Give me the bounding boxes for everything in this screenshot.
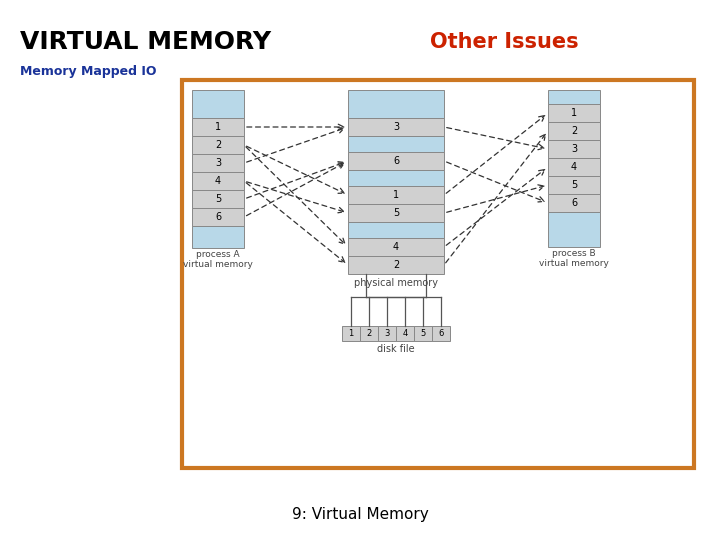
Text: 1: 1: [348, 329, 354, 338]
Text: 5: 5: [215, 194, 221, 204]
Text: 2: 2: [215, 140, 221, 150]
Text: VIRTUAL MEMORY: VIRTUAL MEMORY: [20, 30, 271, 54]
Text: Memory Mapped IO: Memory Mapped IO: [20, 65, 156, 78]
Text: virtual memory: virtual memory: [183, 260, 253, 269]
Text: 4: 4: [215, 176, 221, 186]
Bar: [548, 90, 600, 104]
Bar: [378, 326, 396, 341]
Bar: [432, 326, 450, 341]
Text: 3: 3: [384, 329, 390, 338]
Text: 6: 6: [571, 198, 577, 208]
Text: 4: 4: [402, 329, 408, 338]
Bar: [548, 104, 600, 122]
Bar: [548, 140, 600, 158]
Text: virtual memory: virtual memory: [539, 259, 609, 268]
Bar: [348, 256, 444, 274]
Bar: [348, 222, 444, 238]
Bar: [548, 158, 600, 176]
Bar: [548, 176, 600, 194]
Text: 3: 3: [215, 158, 221, 168]
Bar: [548, 194, 600, 212]
Bar: [192, 172, 244, 190]
Text: 3: 3: [393, 122, 399, 132]
Bar: [414, 326, 432, 341]
Text: 6: 6: [438, 329, 444, 338]
Bar: [360, 326, 378, 341]
Bar: [182, 80, 694, 468]
Text: process A: process A: [196, 250, 240, 259]
Bar: [348, 90, 444, 118]
Text: 4: 4: [393, 242, 399, 252]
Text: 1: 1: [571, 108, 577, 118]
Text: Other Issues: Other Issues: [430, 32, 579, 52]
Text: 2: 2: [571, 126, 577, 136]
Bar: [192, 226, 244, 248]
Text: 9: Virtual Memory: 9: Virtual Memory: [292, 508, 428, 523]
Bar: [192, 136, 244, 154]
Text: 6: 6: [215, 212, 221, 222]
Bar: [192, 154, 244, 172]
Text: 1: 1: [393, 190, 399, 200]
Bar: [348, 118, 444, 136]
Text: 2: 2: [393, 260, 399, 270]
Bar: [348, 186, 444, 204]
Bar: [348, 238, 444, 256]
Text: 2: 2: [366, 329, 372, 338]
Text: disk file: disk file: [377, 344, 415, 354]
Bar: [348, 170, 444, 186]
Bar: [548, 212, 600, 247]
Text: 1: 1: [215, 122, 221, 132]
Bar: [348, 152, 444, 170]
Bar: [192, 118, 244, 136]
Text: 6: 6: [393, 156, 399, 166]
Text: 3: 3: [571, 144, 577, 154]
Text: process B: process B: [552, 249, 596, 258]
Bar: [348, 204, 444, 222]
Text: 4: 4: [571, 162, 577, 172]
Bar: [192, 208, 244, 226]
Bar: [192, 190, 244, 208]
Bar: [192, 90, 244, 118]
Bar: [396, 326, 414, 341]
Text: 5: 5: [420, 329, 426, 338]
Text: physical memory: physical memory: [354, 278, 438, 288]
Text: 5: 5: [571, 180, 577, 190]
Bar: [348, 136, 444, 152]
Text: 5: 5: [393, 208, 399, 218]
Bar: [342, 326, 360, 341]
Bar: [548, 122, 600, 140]
